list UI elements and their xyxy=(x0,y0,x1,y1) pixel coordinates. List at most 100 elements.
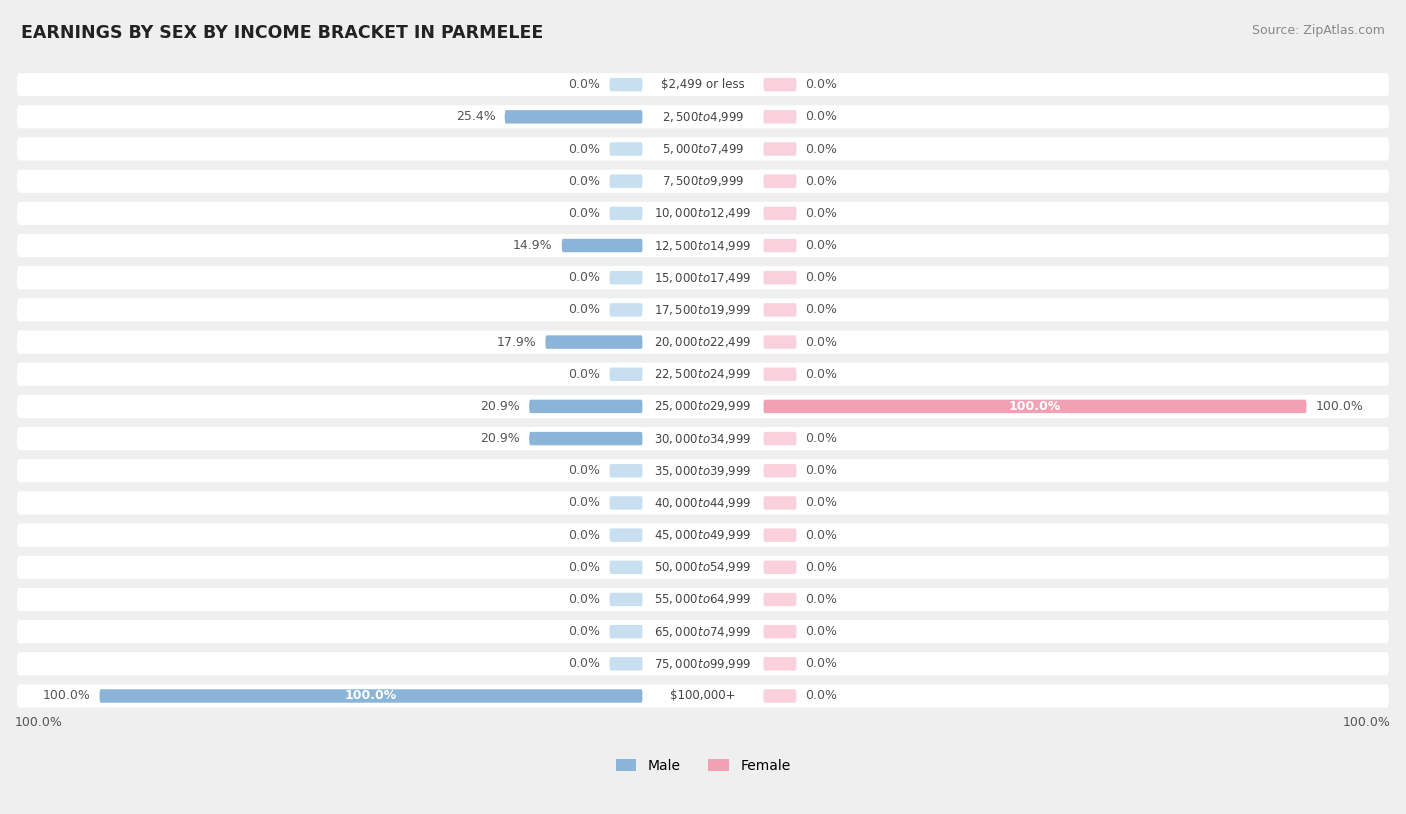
Text: $2,499 or less: $2,499 or less xyxy=(661,78,745,91)
FancyBboxPatch shape xyxy=(17,363,1389,386)
Text: 0.0%: 0.0% xyxy=(568,78,600,91)
FancyBboxPatch shape xyxy=(609,271,643,284)
FancyBboxPatch shape xyxy=(643,110,763,124)
FancyBboxPatch shape xyxy=(763,110,797,124)
Text: $65,000 to $74,999: $65,000 to $74,999 xyxy=(654,624,752,639)
FancyBboxPatch shape xyxy=(562,239,643,252)
Text: 0.0%: 0.0% xyxy=(806,111,838,124)
FancyBboxPatch shape xyxy=(17,620,1389,643)
Text: 0.0%: 0.0% xyxy=(806,335,838,348)
Text: $50,000 to $54,999: $50,000 to $54,999 xyxy=(654,560,752,575)
FancyBboxPatch shape xyxy=(609,367,643,381)
Text: 0.0%: 0.0% xyxy=(568,464,600,477)
Text: $5,000 to $7,499: $5,000 to $7,499 xyxy=(662,142,744,156)
Text: 0.0%: 0.0% xyxy=(806,239,838,252)
FancyBboxPatch shape xyxy=(643,207,763,220)
FancyBboxPatch shape xyxy=(763,239,797,252)
FancyBboxPatch shape xyxy=(643,174,763,188)
Text: 100.0%: 100.0% xyxy=(1008,400,1062,413)
Text: 0.0%: 0.0% xyxy=(806,625,838,638)
Text: $40,000 to $44,999: $40,000 to $44,999 xyxy=(654,496,752,510)
FancyBboxPatch shape xyxy=(643,689,763,702)
FancyBboxPatch shape xyxy=(763,142,797,155)
Text: 0.0%: 0.0% xyxy=(568,528,600,541)
FancyBboxPatch shape xyxy=(643,657,763,671)
Text: $22,500 to $24,999: $22,500 to $24,999 xyxy=(654,367,752,381)
Text: $75,000 to $99,999: $75,000 to $99,999 xyxy=(654,657,752,671)
FancyBboxPatch shape xyxy=(100,689,643,702)
Text: $10,000 to $12,499: $10,000 to $12,499 xyxy=(654,207,752,221)
Text: 0.0%: 0.0% xyxy=(806,304,838,317)
FancyBboxPatch shape xyxy=(643,303,763,317)
FancyBboxPatch shape xyxy=(763,174,797,188)
FancyBboxPatch shape xyxy=(763,464,797,478)
FancyBboxPatch shape xyxy=(17,138,1389,160)
Text: Source: ZipAtlas.com: Source: ZipAtlas.com xyxy=(1251,24,1385,37)
Text: 100.0%: 100.0% xyxy=(15,716,63,729)
Text: $100,000+: $100,000+ xyxy=(671,689,735,702)
Text: $35,000 to $39,999: $35,000 to $39,999 xyxy=(654,464,752,478)
FancyBboxPatch shape xyxy=(17,169,1389,193)
FancyBboxPatch shape xyxy=(643,400,763,414)
FancyBboxPatch shape xyxy=(643,78,763,91)
FancyBboxPatch shape xyxy=(643,239,763,252)
Text: 0.0%: 0.0% xyxy=(568,142,600,155)
Text: 0.0%: 0.0% xyxy=(568,593,600,606)
FancyBboxPatch shape xyxy=(643,625,763,638)
Text: 0.0%: 0.0% xyxy=(806,432,838,445)
Text: $25,000 to $29,999: $25,000 to $29,999 xyxy=(654,400,752,414)
Text: 0.0%: 0.0% xyxy=(806,207,838,220)
FancyBboxPatch shape xyxy=(609,207,643,220)
FancyBboxPatch shape xyxy=(17,73,1389,96)
FancyBboxPatch shape xyxy=(763,400,1306,414)
FancyBboxPatch shape xyxy=(17,330,1389,353)
FancyBboxPatch shape xyxy=(17,492,1389,514)
FancyBboxPatch shape xyxy=(529,400,643,414)
Text: 100.0%: 100.0% xyxy=(344,689,398,702)
FancyBboxPatch shape xyxy=(643,497,763,510)
FancyBboxPatch shape xyxy=(17,427,1389,450)
Text: 0.0%: 0.0% xyxy=(806,497,838,510)
Text: 0.0%: 0.0% xyxy=(568,625,600,638)
FancyBboxPatch shape xyxy=(763,657,797,671)
FancyBboxPatch shape xyxy=(609,625,643,638)
FancyBboxPatch shape xyxy=(763,561,797,574)
Text: 25.4%: 25.4% xyxy=(456,111,496,124)
FancyBboxPatch shape xyxy=(546,335,643,348)
FancyBboxPatch shape xyxy=(609,142,643,155)
Text: $55,000 to $64,999: $55,000 to $64,999 xyxy=(654,593,752,606)
FancyBboxPatch shape xyxy=(609,174,643,188)
FancyBboxPatch shape xyxy=(763,593,797,606)
FancyBboxPatch shape xyxy=(763,207,797,220)
FancyBboxPatch shape xyxy=(643,593,763,606)
Text: EARNINGS BY SEX BY INCOME BRACKET IN PARMELEE: EARNINGS BY SEX BY INCOME BRACKET IN PAR… xyxy=(21,24,543,42)
FancyBboxPatch shape xyxy=(763,497,797,510)
Text: $20,000 to $22,499: $20,000 to $22,499 xyxy=(654,335,752,349)
FancyBboxPatch shape xyxy=(643,561,763,574)
Text: $7,500 to $9,999: $7,500 to $9,999 xyxy=(662,174,744,188)
Text: 0.0%: 0.0% xyxy=(568,207,600,220)
FancyBboxPatch shape xyxy=(763,528,797,542)
Text: $12,500 to $14,999: $12,500 to $14,999 xyxy=(654,239,752,252)
Text: 20.9%: 20.9% xyxy=(481,432,520,445)
FancyBboxPatch shape xyxy=(17,395,1389,418)
FancyBboxPatch shape xyxy=(17,234,1389,257)
Text: 0.0%: 0.0% xyxy=(806,593,838,606)
Text: 0.0%: 0.0% xyxy=(568,271,600,284)
FancyBboxPatch shape xyxy=(17,685,1389,707)
Text: $45,000 to $49,999: $45,000 to $49,999 xyxy=(654,528,752,542)
Text: 14.9%: 14.9% xyxy=(513,239,553,252)
Text: 0.0%: 0.0% xyxy=(568,368,600,381)
Text: 0.0%: 0.0% xyxy=(806,561,838,574)
Text: 0.0%: 0.0% xyxy=(806,175,838,188)
Text: 0.0%: 0.0% xyxy=(806,528,838,541)
FancyBboxPatch shape xyxy=(609,593,643,606)
Text: 0.0%: 0.0% xyxy=(806,78,838,91)
FancyBboxPatch shape xyxy=(643,271,763,284)
Text: 100.0%: 100.0% xyxy=(42,689,90,702)
FancyBboxPatch shape xyxy=(17,556,1389,579)
Text: $15,000 to $17,499: $15,000 to $17,499 xyxy=(654,271,752,285)
Text: 0.0%: 0.0% xyxy=(806,464,838,477)
Text: 100.0%: 100.0% xyxy=(1316,400,1364,413)
FancyBboxPatch shape xyxy=(609,303,643,317)
